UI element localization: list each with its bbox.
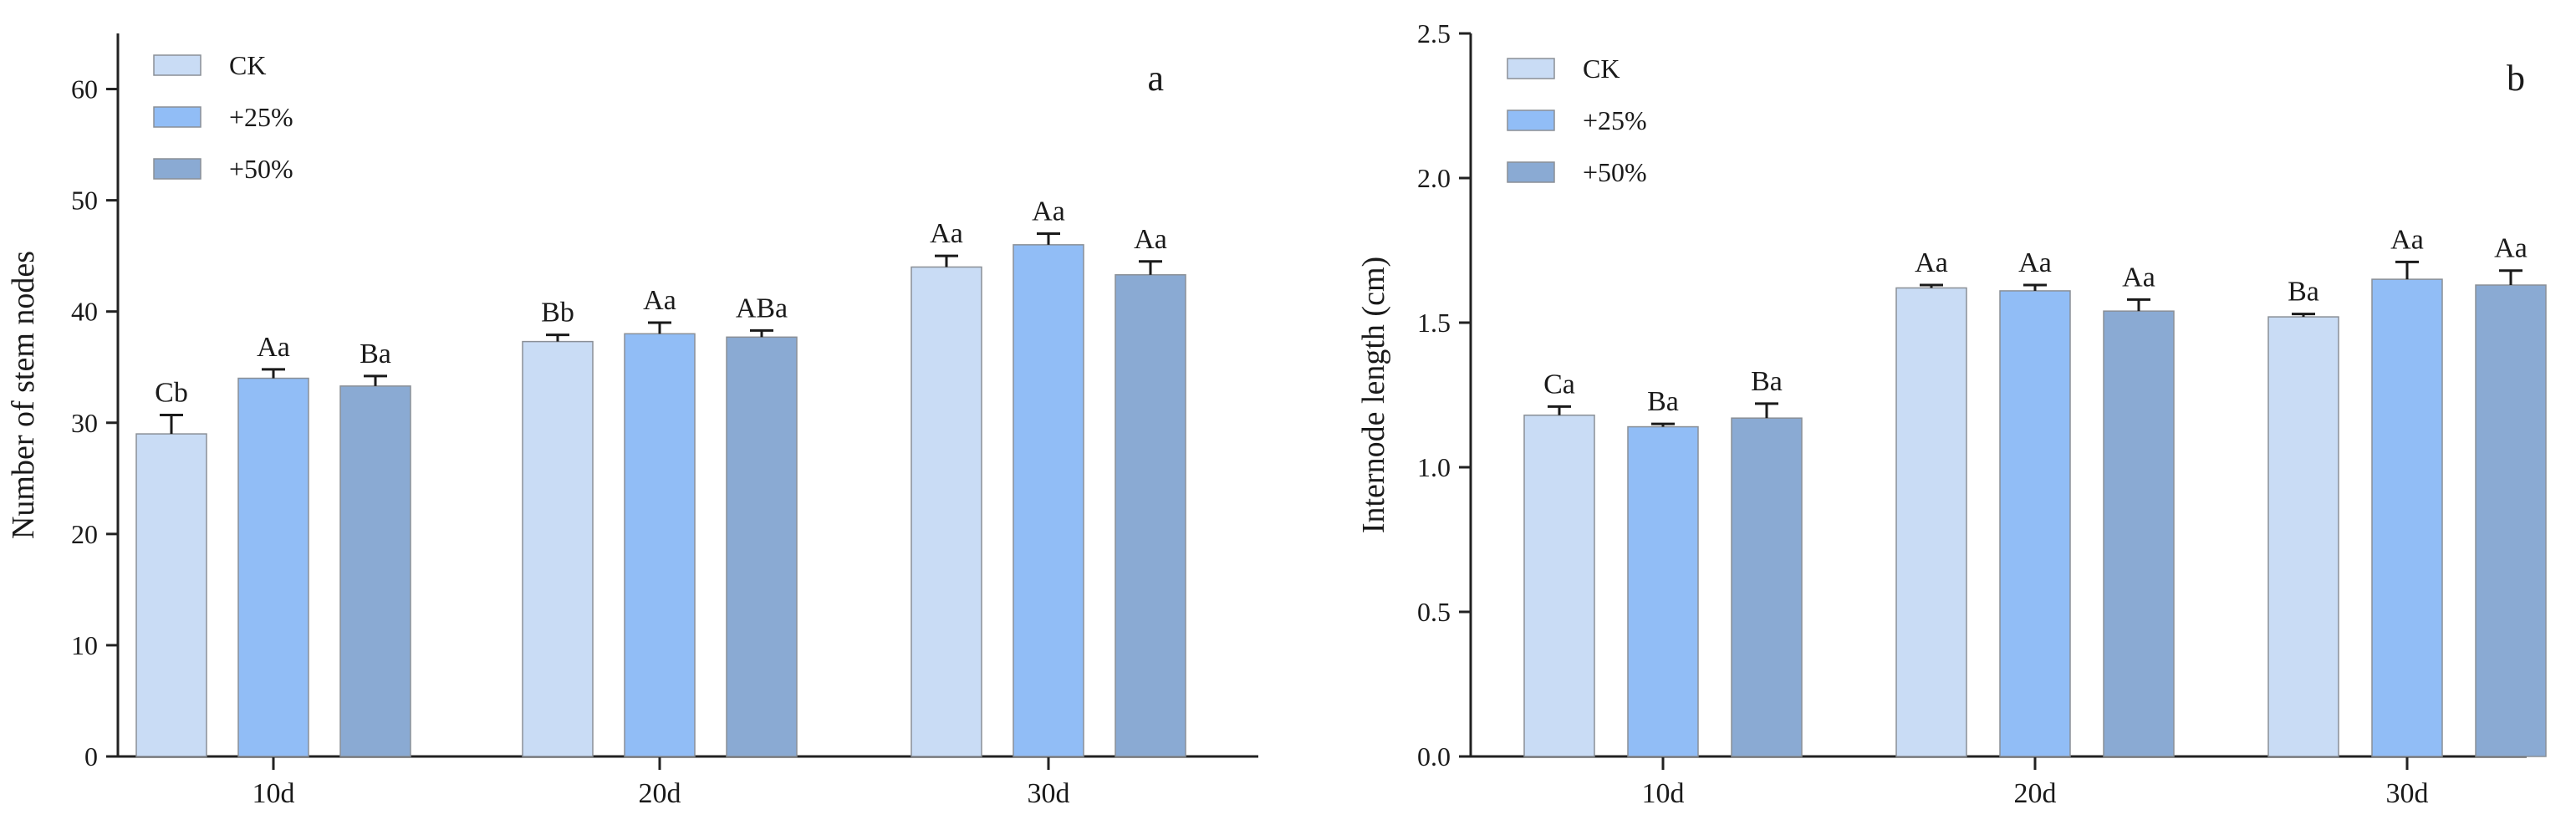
y-axis-label: Number of stem nodes: [6, 251, 41, 539]
y-tick-label: 2.0: [1417, 163, 1451, 193]
y-tick-label: 60: [71, 74, 98, 104]
bar: [1115, 274, 1186, 757]
legend-label: +50%: [229, 154, 293, 184]
bar: [1523, 414, 1595, 757]
significance-label: ABa: [736, 293, 788, 323]
bar: [522, 340, 594, 757]
bar: [911, 266, 982, 757]
y-axis-label: Internode length (cm): [1356, 257, 1391, 533]
significance-label: Aa: [643, 285, 676, 316]
significance-label: Ca: [1543, 369, 1575, 400]
y-tick-label: 1.5: [1417, 308, 1451, 338]
y-tick-label: 2.5: [1417, 18, 1451, 48]
x-tick-label: 20d: [2014, 778, 2057, 809]
panel-b: 0.0 0.5 1.0 1.5 2.0 2.5 Internode length (cm) 1…: [1356, 18, 2547, 809]
legend-label: +25%: [1583, 105, 1647, 135]
significance-label: Ba: [360, 339, 391, 369]
legend-swatch: [153, 106, 201, 128]
y-tick-label: 0.5: [1417, 597, 1451, 627]
panel-tag: a: [1147, 58, 1164, 99]
bar: [2267, 316, 2339, 757]
significance-label: Aa: [2018, 247, 2052, 278]
panel-a: 0 10 20 30 40 50 60 Number of stem nodes 10d 20d 3…: [6, 33, 1258, 809]
legend-label: +50%: [1583, 157, 1647, 187]
significance-label: Aa: [930, 218, 963, 249]
y-tick-label: 50: [71, 186, 98, 216]
legend-swatch: [1507, 161, 1555, 183]
y-tick-label: 10: [71, 630, 98, 660]
bar: [237, 377, 309, 757]
legend-label: +25%: [229, 102, 293, 132]
significance-label: Cb: [155, 377, 188, 408]
legend-swatch: [1507, 58, 1555, 79]
significance-label: Bb: [541, 298, 574, 328]
significance-label: Aa: [2122, 262, 2155, 293]
significance-label: Aa: [257, 332, 290, 363]
y-tick-label: 40: [71, 297, 98, 327]
x-tick-label: 20d: [639, 778, 681, 809]
bar: [1627, 425, 1699, 757]
x-tick-label: 30d: [2386, 778, 2429, 809]
bar: [339, 385, 411, 757]
legend-swatch: [153, 158, 201, 180]
y-tick-label: 20: [71, 519, 98, 549]
y-tick-label: 1.0: [1417, 452, 1451, 482]
bar: [624, 333, 696, 757]
bar: [1013, 244, 1084, 757]
bar: [2371, 278, 2443, 757]
x-tick-label: 10d: [252, 778, 295, 809]
bar: [726, 336, 798, 757]
significance-label: Aa: [2390, 224, 2424, 255]
significance-label: Ba: [2288, 277, 2319, 308]
significance-label: Aa: [1032, 196, 1065, 227]
bar: [135, 433, 207, 757]
legend-swatch: [153, 54, 201, 76]
y-tick-label: 0: [84, 741, 98, 772]
x-tick-label: 30d: [1028, 778, 1070, 809]
y-tick-label: 0.0: [1417, 741, 1451, 772]
bar: [1731, 417, 1803, 757]
bar: [2103, 310, 2175, 757]
significance-label: Ba: [1751, 366, 1783, 397]
significance-label: Aa: [1134, 224, 1167, 255]
y-tick-label: 30: [71, 408, 98, 438]
bar: [2475, 284, 2547, 757]
legend-swatch: [1507, 109, 1555, 131]
legend-label: CK: [229, 50, 266, 80]
x-tick-label: 10d: [1642, 778, 1685, 809]
significance-label: Aa: [2494, 233, 2528, 264]
panel-tag: b: [2507, 58, 2525, 99]
bar: [1895, 287, 1967, 757]
legend-label: CK: [1583, 53, 1620, 84]
significance-label: Aa: [1915, 247, 1948, 278]
significance-label: Ba: [1647, 386, 1679, 417]
bar: [1999, 290, 2071, 757]
